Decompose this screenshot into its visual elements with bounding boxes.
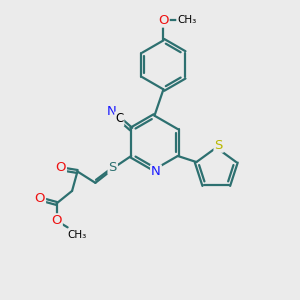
Text: O: O [56,161,66,174]
Text: N: N [107,105,117,118]
Text: O: O [51,214,62,227]
Text: O: O [34,192,45,205]
Text: N: N [151,165,161,178]
Text: S: S [214,139,223,152]
Text: CH₃: CH₃ [67,230,86,240]
Text: S: S [109,161,117,174]
Text: CH₃: CH₃ [177,15,197,25]
Text: O: O [158,14,169,27]
Text: C: C [115,112,123,125]
